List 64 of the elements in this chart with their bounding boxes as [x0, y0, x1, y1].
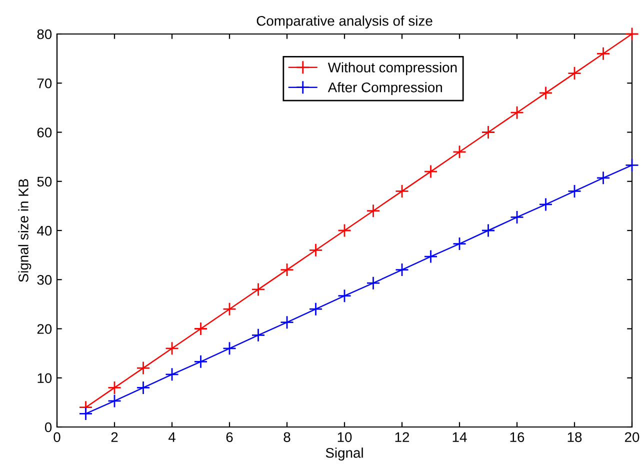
x-tick-label: 14: [452, 432, 467, 442]
point: [510, 210, 524, 224]
point: [452, 236, 466, 251]
point: [481, 125, 496, 140]
y-tick-label: 0: [44, 422, 52, 432]
point: [568, 184, 582, 198]
point: [338, 288, 352, 303]
chart-title: Comparative analysis of size: [256, 16, 432, 29]
point: [165, 367, 179, 382]
x-tick-label: 8: [284, 432, 290, 442]
x-tick-label: 12: [395, 432, 410, 442]
point: [108, 380, 122, 395]
point: [165, 341, 179, 356]
legend-label: Without compression: [328, 62, 457, 76]
point: [625, 27, 639, 41]
y-tick-label: 10: [38, 373, 52, 384]
point: [136, 361, 150, 375]
point: [596, 46, 610, 61]
y-tick-label: 20: [37, 324, 52, 334]
point: [222, 341, 236, 356]
point: [538, 86, 553, 100]
point: [194, 322, 208, 336]
x-tick-label: 18: [568, 432, 582, 442]
x-tick-label: 2: [111, 432, 118, 442]
point: [251, 282, 266, 296]
point: [424, 250, 438, 264]
x-tick-label: 0: [54, 432, 60, 442]
y-tick-label: 70: [37, 78, 52, 88]
point: [194, 354, 208, 369]
point: [366, 204, 380, 218]
y-tick-label: 50: [37, 176, 52, 187]
point: [625, 158, 639, 172]
x-axis-title: Signal: [326, 448, 363, 461]
point: [452, 144, 466, 159]
point: [366, 276, 380, 290]
point: [251, 328, 266, 342]
point: [424, 164, 438, 178]
point: [308, 302, 323, 316]
point: [481, 224, 496, 238]
point: [308, 243, 323, 258]
y-tick-label: 80: [37, 29, 52, 40]
point: [222, 302, 236, 316]
y-tick-label: 40: [37, 226, 52, 236]
point: [136, 380, 150, 395]
legend-label: After Compression: [328, 82, 442, 96]
y-tick-label: 60: [37, 128, 52, 138]
x-tick-label: 6: [226, 432, 233, 442]
point: [538, 198, 553, 212]
point: [568, 66, 582, 80]
point: [280, 262, 294, 277]
point: [596, 170, 610, 185]
point: [395, 262, 409, 277]
x-tick-label: 16: [510, 432, 524, 442]
y-tick-label: 30: [37, 274, 52, 285]
point: [510, 106, 524, 120]
point: [78, 406, 93, 421]
x-tick-label: 20: [624, 432, 640, 442]
y-axis-title: Signal size in KB: [18, 179, 32, 282]
x-tick-label: 4: [168, 432, 176, 442]
point: [108, 394, 122, 408]
point: [395, 184, 409, 198]
point: [280, 315, 294, 330]
point: [338, 224, 352, 238]
x-tick-label: 10: [338, 432, 352, 442]
